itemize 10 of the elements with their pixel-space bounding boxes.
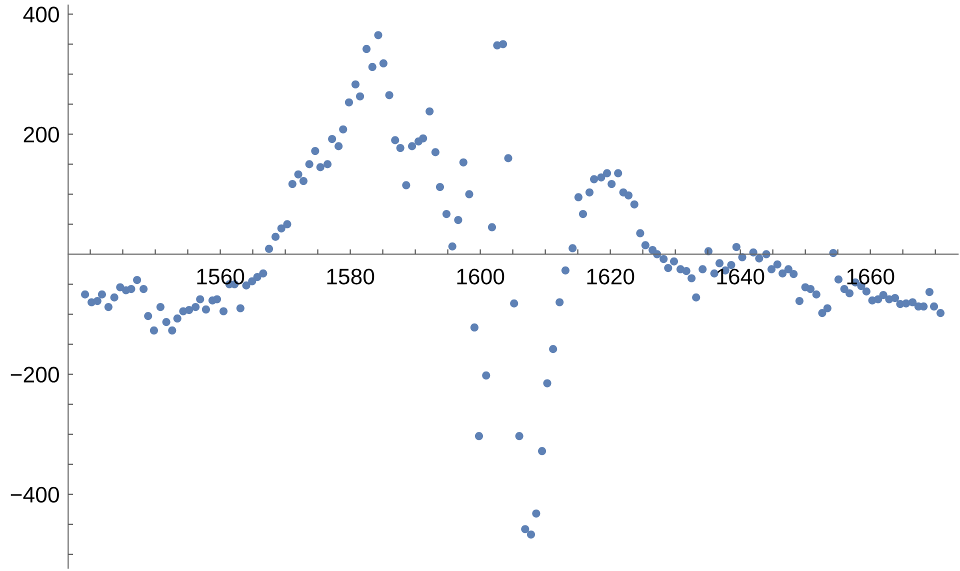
y-tick-label: −400 bbox=[10, 486, 59, 503]
x-tick-label: 1640 bbox=[717, 268, 764, 284]
y-tick-label: −200 bbox=[10, 366, 59, 383]
x-tick-label: 1560 bbox=[197, 268, 244, 284]
y-tick-label: 200 bbox=[24, 126, 59, 142]
x-tick-label: 1580 bbox=[327, 268, 374, 284]
y-tick-label: 400 bbox=[23, 6, 59, 22]
x-tick-label: 1660 bbox=[847, 268, 894, 284]
x-tick-label: 1620 bbox=[587, 268, 634, 284]
x-tick-label: 1600 bbox=[457, 268, 504, 284]
